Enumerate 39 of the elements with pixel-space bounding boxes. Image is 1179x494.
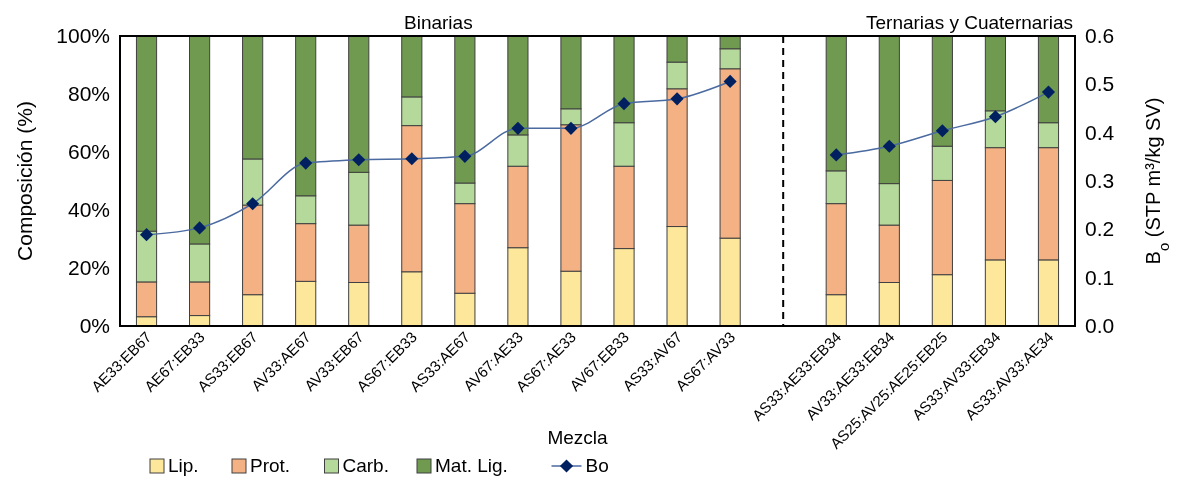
y2-tick-label: 0.4 (1085, 120, 1115, 144)
legend-label: Lip. (168, 455, 199, 476)
y-tick-label: 20% (67, 256, 110, 279)
y-tick-label: 40% (67, 198, 110, 221)
x-axis-title: Mezcla (547, 427, 609, 448)
point (564, 121, 578, 135)
point (882, 139, 896, 153)
point (193, 221, 207, 235)
y-tick-label: 100% (56, 24, 110, 47)
y2-tick-label: 0.2 (1085, 217, 1115, 241)
point (670, 92, 684, 106)
y2-tick-label: 0.1 (1085, 265, 1115, 289)
y2-tick-label: 0.5 (1085, 72, 1115, 96)
legend-label: Mat. Lig. (435, 455, 508, 476)
point (829, 148, 843, 162)
point (246, 197, 260, 211)
y-tick-label: 0% (79, 314, 110, 337)
text: Ternarias y Cuaternarias (866, 12, 1073, 33)
point (723, 74, 737, 88)
y2-tick-label: 0.3 (1085, 169, 1115, 192)
y-axis-title: Composición (%) (13, 101, 36, 261)
point (405, 152, 419, 166)
point (511, 121, 525, 135)
point (352, 153, 366, 167)
legend-label: Prot. (250, 455, 291, 476)
y-tick-label: 80% (67, 82, 110, 105)
y2-tick-label: 0.0 (1085, 314, 1115, 337)
y-tick-label: 60% (67, 140, 110, 163)
legend-label: Bo (585, 455, 609, 476)
point (299, 156, 313, 170)
point (458, 149, 472, 163)
text: Binarias (404, 12, 473, 33)
legend-label: Carb. (342, 455, 389, 476)
y2-tick-label: 0.6 (1085, 24, 1115, 47)
point (988, 110, 1002, 124)
point (617, 97, 631, 111)
point (139, 228, 154, 242)
point (1041, 85, 1056, 99)
point (935, 124, 949, 138)
